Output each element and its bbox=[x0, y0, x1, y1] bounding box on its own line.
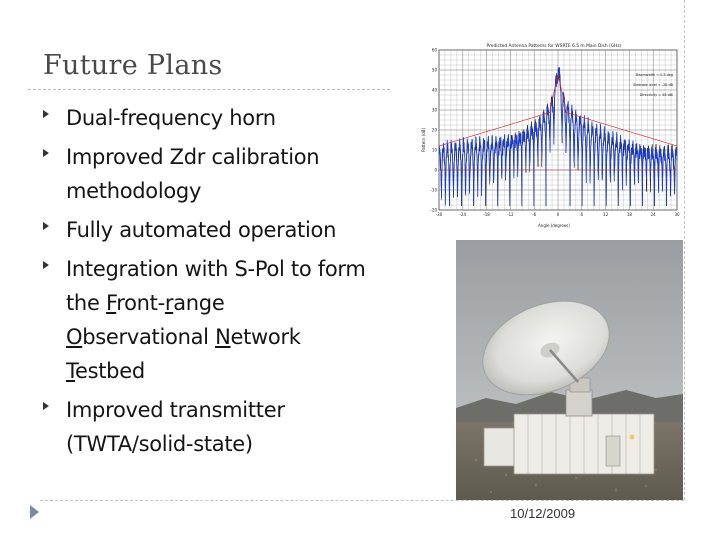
slide-corner-arrow-icon bbox=[30, 505, 39, 519]
chart-xtick-label: -6 bbox=[532, 212, 536, 217]
bullet-text: Integration with S-Pol to form the Front… bbox=[66, 257, 366, 383]
bullet-text: Dual-frequency horn bbox=[66, 106, 276, 130]
antenna-pattern-chart-image: Predicted Antenna Patterns for WSRTE 6.5… bbox=[417, 40, 682, 234]
chart-trace-blue bbox=[438, 67, 678, 207]
bullet-text: Fully automated operation bbox=[66, 218, 337, 242]
bullet-text: Improved Zdr calibration methodology bbox=[66, 145, 320, 203]
radar-photo-svg bbox=[456, 240, 683, 500]
chart-xtick-label: 12 bbox=[603, 212, 609, 217]
chart-ytick-label: 60 bbox=[432, 47, 438, 52]
chart-xtick-label: 18 bbox=[627, 212, 633, 217]
shelter-light bbox=[629, 434, 635, 440]
chart-ytick-label: -20 bbox=[430, 207, 437, 212]
chart-xtick-label: 30 bbox=[674, 212, 680, 217]
chart-xlabel: Angle (degrees) bbox=[538, 223, 570, 228]
radar-dish bbox=[482, 300, 610, 396]
antenna-pattern-svg: Predicted Antenna Patterns for WSRTE 6.5… bbox=[421, 43, 680, 228]
chart-xtick-label: -12 bbox=[507, 212, 514, 217]
chart-ytick-label: -10 bbox=[430, 187, 437, 192]
chart-xtick-label: -18 bbox=[483, 212, 490, 217]
slide-title: Future Plans bbox=[43, 50, 223, 81]
chart-trace-red-envelope bbox=[438, 73, 678, 147]
bullet-list: Dual-frequency horn Improved Zdr calibrat… bbox=[40, 101, 370, 466]
bullet-text: Improved transmitter (TWTA/solid-state) bbox=[66, 398, 285, 456]
bullet-item: Improved transmitter (TWTA/solid-state) bbox=[40, 393, 370, 461]
shelter-door bbox=[605, 435, 621, 467]
bullet-arrow-icon bbox=[43, 402, 49, 410]
footer-rule bbox=[40, 500, 684, 501]
chart-annotation: Directivity = 48 dBi bbox=[640, 93, 673, 97]
bullet-arrow-icon bbox=[43, 149, 49, 157]
chart-annotation: Sidelobe level = -28 dB bbox=[633, 83, 673, 87]
chart-ytick-label: 20 bbox=[432, 127, 438, 132]
right-dashed-border bbox=[684, 0, 685, 500]
shelter-ribs bbox=[527, 414, 641, 474]
chart-xtick-label: 0 bbox=[557, 212, 560, 217]
antenna-pedestal bbox=[565, 389, 593, 417]
chart-xtick-label: -24 bbox=[460, 212, 467, 217]
chart-xtick-label: -30 bbox=[436, 212, 443, 217]
chart-ytick-label: 40 bbox=[432, 87, 438, 92]
chart-ytick-label: 30 bbox=[432, 107, 438, 112]
radar-photo bbox=[456, 240, 683, 500]
bullet-arrow-icon bbox=[43, 110, 49, 118]
bullet-item: Fully automated operation bbox=[40, 213, 370, 247]
chart-title: Predicted Antenna Patterns for WSRTE 6.5… bbox=[487, 43, 622, 49]
bullet-item: Integration with S-Pol to form the Front… bbox=[40, 252, 370, 388]
chart-xtick-label: 24 bbox=[651, 212, 657, 217]
chart-ytick-label: 10 bbox=[432, 147, 438, 152]
chart-ylabel: Pattern (dB) bbox=[421, 128, 426, 153]
chart-annotation: Beamwidth = 0.5 deg bbox=[636, 73, 673, 77]
title-underline bbox=[28, 89, 390, 90]
bullet-arrow-icon bbox=[43, 222, 49, 230]
bullet-arrow-icon bbox=[43, 261, 49, 269]
chart-xtick-label: 6 bbox=[581, 212, 584, 217]
bullet-item: Improved Zdr calibration methodology bbox=[40, 140, 370, 208]
chart-ytick-label: 0 bbox=[434, 167, 437, 172]
footer-date: 10/12/2009 bbox=[510, 506, 576, 521]
chart-ytick-label: 50 bbox=[432, 67, 438, 72]
bullet-item: Dual-frequency horn bbox=[40, 101, 370, 135]
